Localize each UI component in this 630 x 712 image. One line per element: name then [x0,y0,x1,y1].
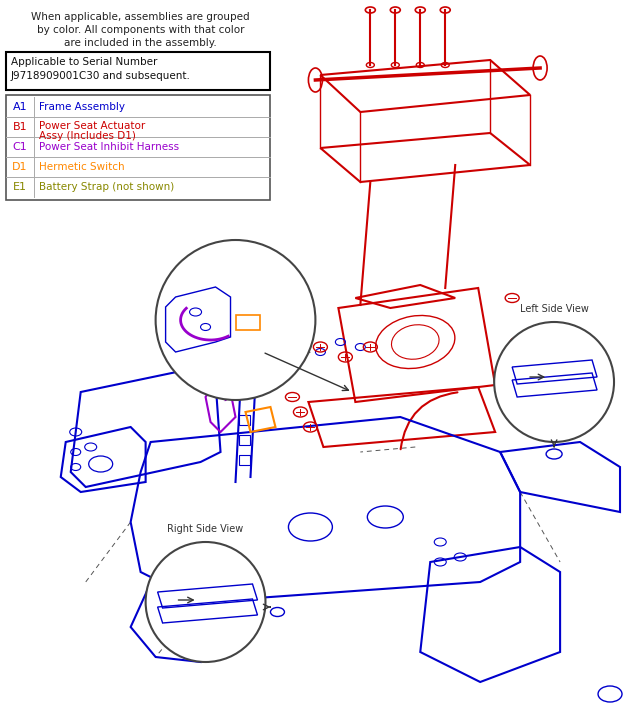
Text: Applicable to Serial Number: Applicable to Serial Number [11,57,157,67]
Text: Power Seat Actuator: Power Seat Actuator [39,121,145,131]
Circle shape [494,322,614,442]
Text: Power Seat Inhibit Harness: Power Seat Inhibit Harness [39,142,179,152]
Text: C1: C1 [13,142,27,152]
Bar [6,95,270,200]
Bar [239,435,251,445]
Text: by color. All components with that color: by color. All components with that color [37,25,244,35]
Text: Right Side View: Right Side View [168,524,244,534]
Text: Frame Assembly: Frame Assembly [39,102,125,112]
Text: Assy (Includes D1): Assy (Includes D1) [39,131,135,141]
Bar [239,455,251,465]
Text: D1: D1 [12,162,28,172]
Text: are included in the assembly.: are included in the assembly. [64,38,217,48]
Circle shape [156,240,316,400]
Text: When applicable, assemblies are grouped: When applicable, assemblies are grouped [32,12,250,22]
Text: Left Side View: Left Side View [520,304,588,314]
Bar [236,315,260,330]
Bar [6,52,270,90]
Bar [239,415,251,425]
Text: Battery Strap (not shown): Battery Strap (not shown) [39,182,174,192]
Text: Hermetic Switch: Hermetic Switch [39,162,124,172]
Text: J9718909001C30 and subsequent.: J9718909001C30 and subsequent. [11,71,191,81]
Text: A1: A1 [13,102,27,112]
Circle shape [146,542,265,662]
Text: B1: B1 [13,122,27,132]
FancyArrowPatch shape [401,392,457,449]
Text: E1: E1 [13,182,27,192]
